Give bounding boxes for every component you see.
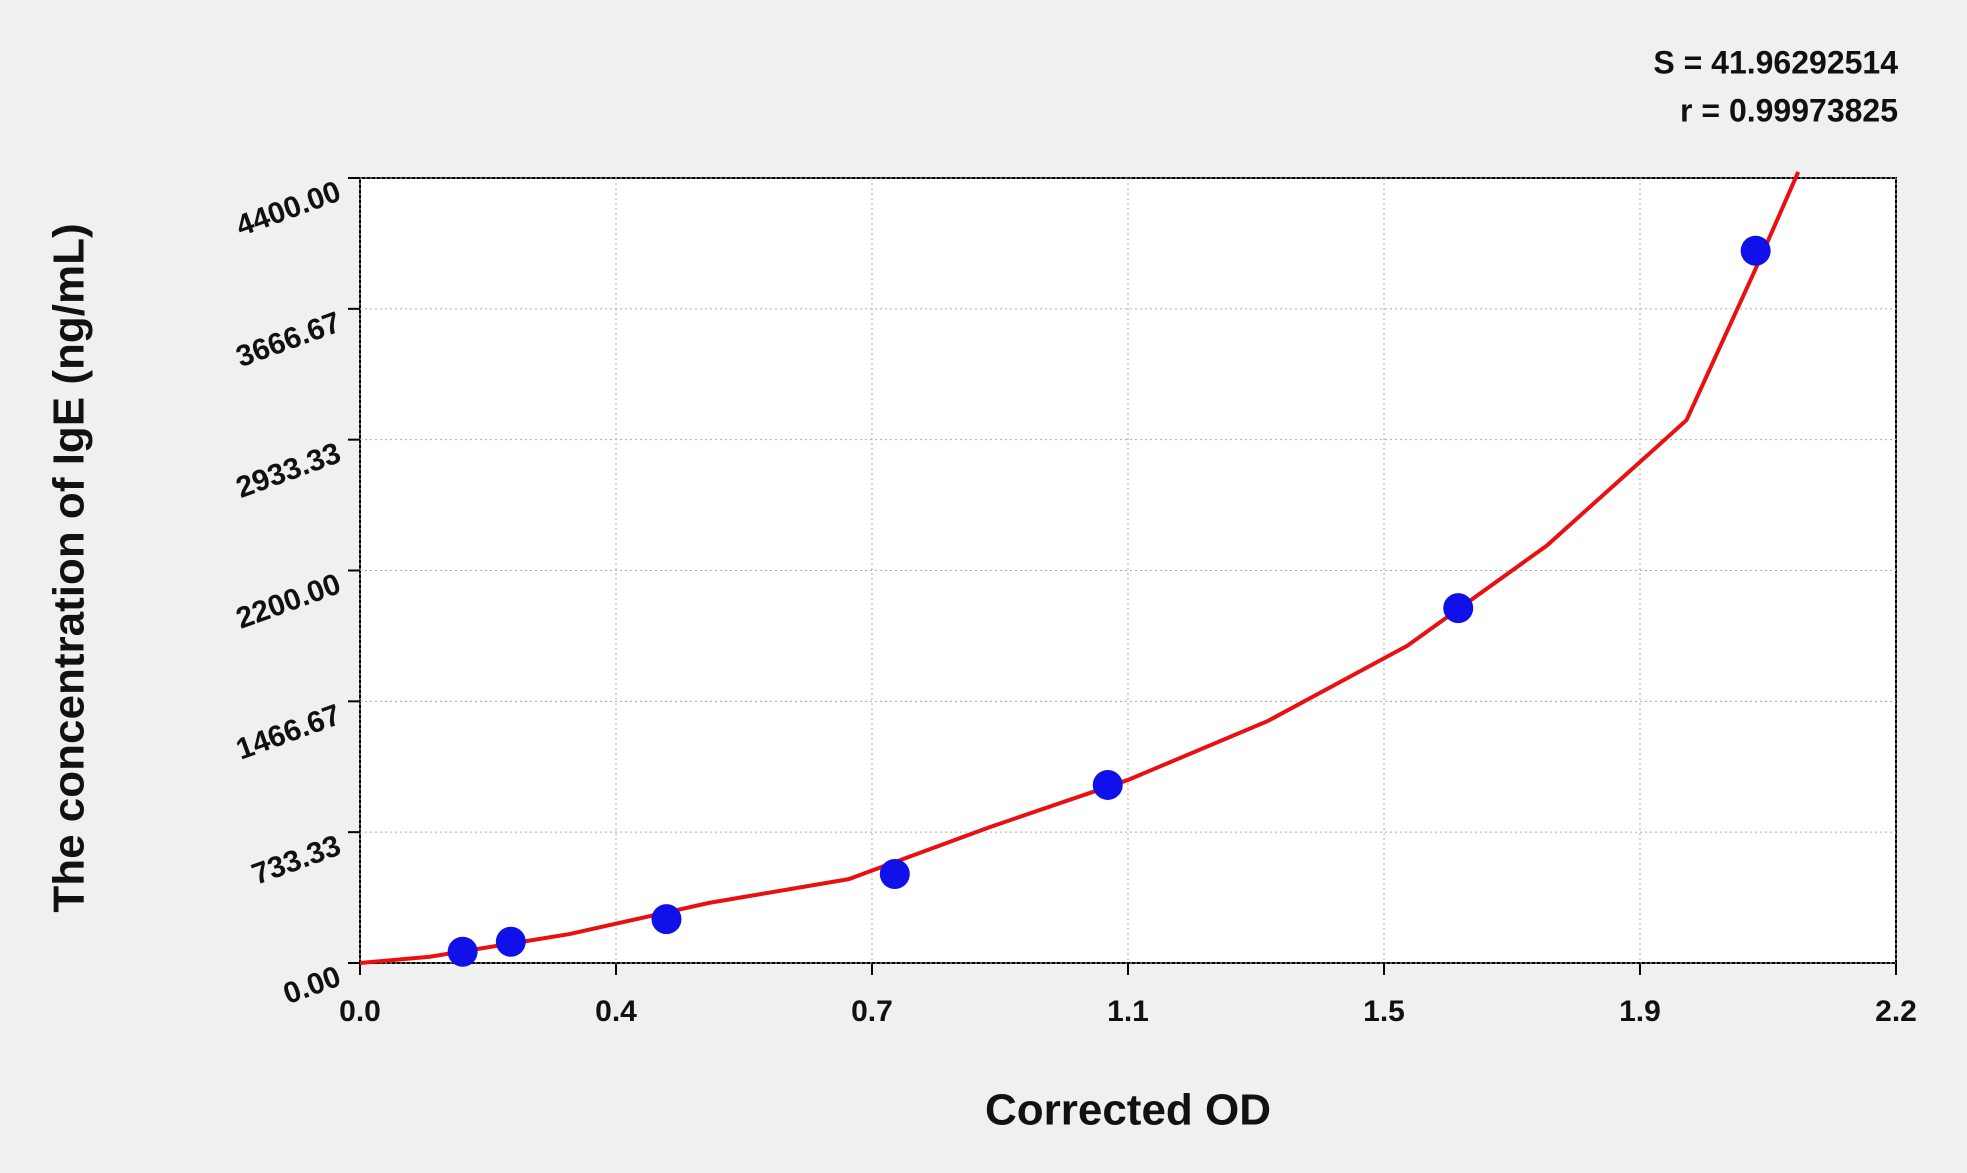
- data-point: [1092, 769, 1123, 800]
- y-tick-label: 2933.33: [232, 437, 345, 505]
- y-tick-label: 2200.00: [232, 568, 345, 636]
- y-axis-title: The concentration of IgE (ng/mL): [45, 223, 94, 912]
- x-tick-label: 0.4: [595, 995, 637, 1028]
- y-tick-label: 4400.00: [232, 175, 345, 243]
- data-point: [447, 936, 478, 967]
- x-tick-label: 0.7: [851, 995, 893, 1028]
- data-point: [879, 858, 910, 889]
- x-axis-title: Corrected OD: [985, 1086, 1271, 1135]
- data-point: [495, 926, 526, 957]
- data-point: [1740, 235, 1771, 266]
- data-point: [651, 904, 682, 935]
- x-tick-label: 2.2: [1875, 995, 1917, 1028]
- x-tick-label: 1.1: [1107, 995, 1149, 1028]
- annotation: S = 41.96292514: [1653, 44, 1898, 80]
- y-tick-label: 0.00: [279, 960, 345, 1011]
- y-tick-label: 3666.67: [232, 306, 345, 374]
- x-tick-label: 0.0: [339, 995, 381, 1028]
- y-tick-label: 1466.67: [232, 698, 345, 766]
- annotation: r = 0.99973825: [1680, 92, 1898, 128]
- data-point: [1443, 593, 1474, 624]
- fit-curve: [359, 171, 1801, 965]
- x-tick-label: 1.5: [1363, 995, 1405, 1028]
- x-tick-label: 1.9: [1619, 995, 1661, 1028]
- y-tick-label: 733.33: [248, 829, 346, 891]
